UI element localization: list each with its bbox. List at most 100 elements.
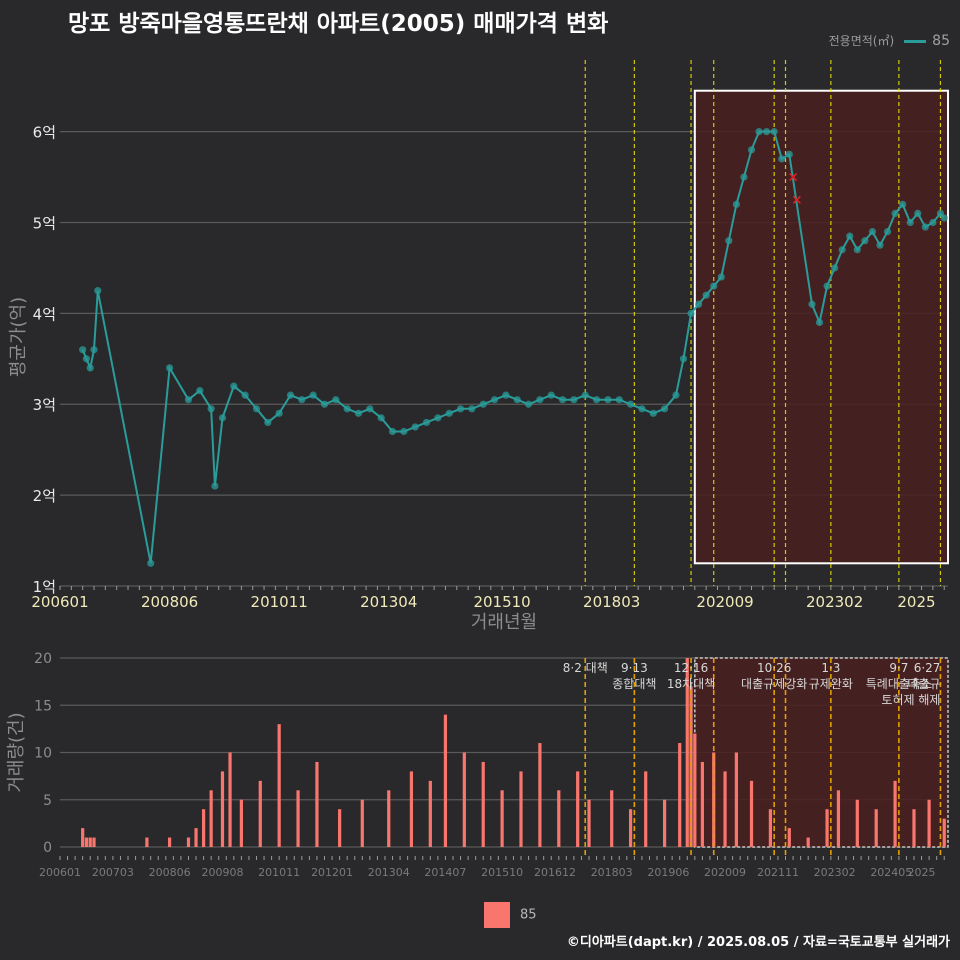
volume-y-ticks: 0 5 10 15 20 bbox=[34, 651, 52, 856]
volume-bar bbox=[201, 809, 206, 847]
price-point bbox=[876, 241, 884, 249]
price-point bbox=[320, 400, 329, 408]
x-tick-label: 201906 bbox=[647, 866, 689, 879]
x-tick-label: 200806 bbox=[141, 593, 198, 611]
volume-bar bbox=[912, 809, 916, 847]
price-point bbox=[377, 414, 385, 422]
x-tick-label: 201201 bbox=[311, 866, 353, 879]
price-point bbox=[298, 396, 306, 404]
x-tick-label: 201803 bbox=[591, 866, 633, 879]
chart-title: 망포 방죽마을영통뜨란채 아파트(2005) 매매가격 변화 bbox=[68, 11, 609, 37]
price-point bbox=[309, 391, 317, 399]
minor-ticks bbox=[59, 856, 945, 860]
price-point bbox=[468, 405, 476, 413]
price-point bbox=[695, 300, 703, 308]
volume-bar bbox=[927, 799, 931, 847]
price-point bbox=[672, 391, 680, 399]
volume-bar bbox=[723, 771, 727, 847]
price-point bbox=[547, 391, 555, 399]
volume-bar bbox=[662, 799, 667, 847]
volume-bar bbox=[538, 743, 542, 847]
policy-annotation: 특례대출축소 bbox=[866, 677, 932, 691]
price-point bbox=[165, 364, 174, 372]
x-tick-label: 2025 bbox=[908, 866, 936, 879]
x-tick-label: 202009 bbox=[704, 866, 746, 879]
price-point bbox=[207, 405, 215, 413]
price-point bbox=[90, 346, 98, 354]
volume-bar bbox=[700, 761, 704, 847]
volume-bar bbox=[942, 818, 946, 847]
volume-bars bbox=[81, 658, 946, 847]
price-point bbox=[940, 214, 948, 222]
volume-bar bbox=[644, 771, 648, 847]
x-tick-label: 2025 bbox=[897, 593, 935, 611]
price-point bbox=[536, 396, 544, 404]
price-point bbox=[883, 227, 892, 236]
y-tick-label: 1억 bbox=[33, 578, 56, 596]
volume-bar bbox=[409, 771, 414, 847]
price-point bbox=[838, 246, 846, 254]
volume-bar bbox=[239, 799, 243, 847]
price-point bbox=[490, 396, 499, 404]
price-point bbox=[615, 396, 623, 404]
volume-bar bbox=[557, 790, 561, 847]
volume-bar bbox=[855, 799, 859, 847]
policy-annotation: 6·27 bbox=[914, 661, 941, 675]
volume-minor-ticks bbox=[59, 856, 945, 860]
price-point bbox=[570, 396, 578, 404]
policy-annotation: 9·13 bbox=[621, 661, 648, 675]
price-point bbox=[502, 391, 510, 399]
policy-annotation: 8·2 대책 bbox=[563, 660, 608, 675]
price-x-axis-label: 거래년월 bbox=[471, 612, 537, 633]
legend-title: 전용면적(㎡) bbox=[828, 34, 895, 48]
price-point bbox=[94, 287, 102, 295]
volume-x-ticks: 200601 200703 200806 200908 201011 201201 2013… bbox=[39, 866, 936, 879]
volume-bar bbox=[678, 743, 682, 847]
x-tick-label: 200806 bbox=[149, 866, 191, 879]
x-tick-label: 201803 bbox=[583, 593, 640, 611]
price-point bbox=[868, 227, 877, 236]
volume-bar bbox=[685, 658, 689, 847]
price-point bbox=[638, 405, 646, 413]
volume-bar bbox=[92, 837, 96, 847]
x-tick-label: 202302 bbox=[814, 866, 856, 879]
volume-policy-lines bbox=[584, 658, 942, 857]
x-tick-label: 201612 bbox=[534, 866, 576, 879]
volume-bar bbox=[145, 837, 149, 847]
price-point bbox=[906, 218, 914, 227]
volume-bar bbox=[749, 780, 754, 847]
volume-bar bbox=[768, 809, 773, 847]
price-point bbox=[929, 218, 937, 227]
price-point bbox=[778, 155, 786, 163]
volume-bar bbox=[628, 809, 633, 847]
price-point bbox=[82, 355, 91, 363]
volume-bar bbox=[277, 724, 281, 847]
y-tick-label: 6억 bbox=[33, 124, 56, 142]
price-point bbox=[211, 482, 219, 490]
volume-bar bbox=[220, 771, 225, 847]
volume-bar bbox=[81, 828, 85, 847]
y-tick-label: 10 bbox=[34, 746, 52, 762]
price-point bbox=[422, 418, 431, 427]
volume-bar bbox=[500, 790, 504, 847]
policy-annotation: 규제완화 bbox=[809, 677, 853, 691]
price-point bbox=[660, 405, 669, 413]
price-point bbox=[445, 409, 453, 417]
price-point bbox=[581, 391, 589, 399]
y-tick-label: 20 bbox=[34, 651, 52, 667]
x-tick-label: 200908 bbox=[201, 866, 243, 879]
x-tick-label: 201407 bbox=[424, 866, 466, 879]
price-point bbox=[332, 396, 340, 404]
price-point bbox=[785, 150, 793, 158]
outlier-mark bbox=[789, 172, 798, 182]
volume-bar bbox=[228, 752, 232, 847]
price-point bbox=[846, 232, 854, 240]
price-point bbox=[755, 128, 763, 136]
price-point bbox=[592, 396, 601, 404]
price-point bbox=[891, 209, 899, 218]
price-point bbox=[79, 346, 87, 354]
price-panel: 1억 2억 3억 4억 5억 6억 200601 200806 201011 201304 201… bbox=[8, 60, 950, 633]
policy-annotation: 10·26 bbox=[757, 661, 791, 675]
y-tick-label: 0 bbox=[43, 840, 52, 856]
